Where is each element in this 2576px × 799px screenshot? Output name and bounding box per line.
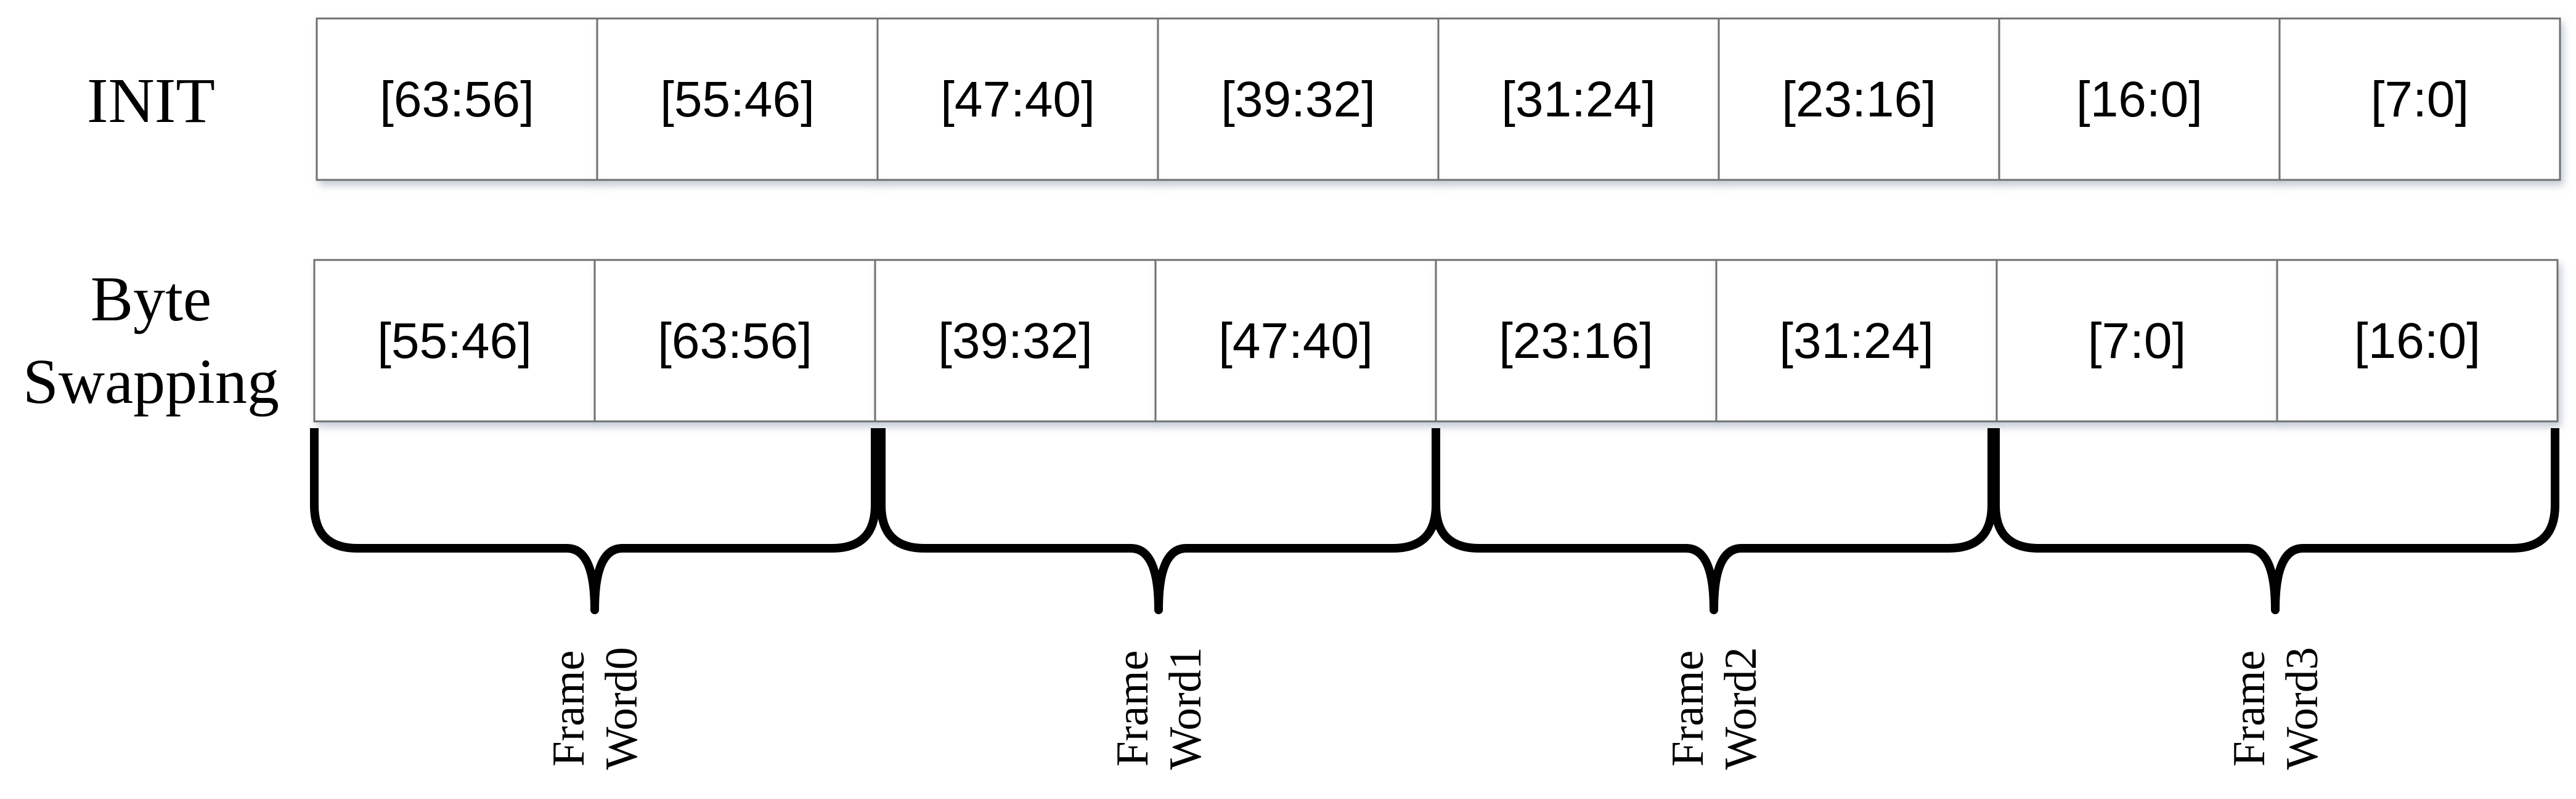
frame-word-labels: Frame Word0 Frame Word1 Frame Word2 Frame Word3 bbox=[544, 647, 2328, 770]
bit-field-box bbox=[1718, 17, 2000, 181]
bit-field-box bbox=[313, 259, 596, 423]
frame-word-label-line2: Word3 bbox=[2277, 647, 2328, 770]
frame-word-brace bbox=[310, 428, 879, 614]
bit-field-box bbox=[316, 17, 598, 181]
frame-word-label-line2: Word0 bbox=[597, 647, 647, 770]
frame-word-brace bbox=[1991, 428, 2559, 614]
bit-field-box bbox=[1437, 17, 1720, 181]
bit-field-box bbox=[876, 17, 1159, 181]
bit-field-cell: [55:46] bbox=[313, 259, 596, 423]
bit-range-label: [31:24] bbox=[1501, 71, 1656, 128]
frame-word-brace bbox=[1432, 428, 1996, 614]
bit-field-cell: [16:0] bbox=[1998, 17, 2281, 181]
bit-range-label: [31:24] bbox=[1779, 313, 1934, 369]
frame-word-label-line1: Frame bbox=[2224, 650, 2275, 766]
frame-word-label-line1: Frame bbox=[1663, 650, 1713, 766]
bit-range-label: [39:32] bbox=[938, 313, 1093, 369]
bit-range-label: [16:0] bbox=[2354, 313, 2480, 369]
bit-field-box bbox=[1715, 259, 1998, 423]
bit-range-label: [47:40] bbox=[940, 71, 1095, 128]
bit-range-label: [55:46] bbox=[377, 313, 532, 369]
bit-field-cell: [63:56] bbox=[316, 17, 598, 181]
frame-word-label: Frame Word0 bbox=[544, 647, 647, 770]
bit-field-box bbox=[1435, 259, 1718, 423]
bit-field-cell: [63:56] bbox=[593, 259, 876, 423]
bit-range-label: [63:56] bbox=[658, 313, 812, 369]
bit-range-label: [63:56] bbox=[380, 71, 534, 128]
bit-range-label: [23:16] bbox=[1782, 71, 1936, 128]
bit-field-cell: [31:24] bbox=[1715, 259, 1998, 423]
bit-field-cell: [47:40] bbox=[876, 17, 1159, 181]
bit-field-cell: [23:16] bbox=[1718, 17, 2000, 181]
bit-field-box bbox=[2278, 17, 2561, 181]
init-register-row: [63:56] [55:46] [47:40] [39:32] [31:24] [23:1… bbox=[316, 17, 2561, 181]
frame-word-braces bbox=[310, 428, 2559, 614]
row-label-byte-swapping-line1: Byte bbox=[91, 264, 211, 335]
frame-word-label-line1: Frame bbox=[544, 650, 594, 766]
bit-field-cell: [16:0] bbox=[2276, 259, 2559, 423]
bit-field-box bbox=[1998, 17, 2281, 181]
bit-field-cell: [7:0] bbox=[2278, 17, 2561, 181]
bit-range-label: [16:0] bbox=[2076, 71, 2203, 128]
frame-word-brace bbox=[877, 428, 1440, 614]
frame-word-label: Frame Word3 bbox=[2224, 647, 2328, 770]
frame-word-label: Frame Word2 bbox=[1663, 647, 1766, 770]
bit-field-cell: [31:24] bbox=[1437, 17, 1720, 181]
bit-range-label: [7:0] bbox=[2088, 313, 2187, 369]
bit-field-box bbox=[593, 259, 876, 423]
frame-word-label-line2: Word1 bbox=[1160, 647, 1211, 770]
bit-field-cell: [7:0] bbox=[1995, 259, 2278, 423]
bit-field-box bbox=[1154, 259, 1437, 423]
bit-range-label: [7:0] bbox=[2371, 71, 2469, 128]
bit-range-label: [55:46] bbox=[660, 71, 815, 128]
bit-field-cell: [47:40] bbox=[1154, 259, 1437, 423]
bit-range-label: [47:40] bbox=[1218, 313, 1373, 369]
byte-swapping-register-row: [55:46] [63:56] [39:32] [47:40] [23:16] [31:2… bbox=[313, 259, 2559, 423]
bit-field-box bbox=[2276, 259, 2559, 423]
row-label-byte-swapping-line2: Swapping bbox=[23, 346, 279, 417]
bit-field-box bbox=[1995, 259, 2278, 423]
bit-field-cell: [39:32] bbox=[1157, 17, 1440, 181]
bit-field-cell: [55:46] bbox=[596, 17, 879, 181]
frame-word-label: Frame Word1 bbox=[1107, 647, 1211, 770]
bit-field-box bbox=[596, 17, 879, 181]
bit-range-label: [39:32] bbox=[1221, 71, 1376, 128]
bit-range-label: [23:16] bbox=[1499, 313, 1653, 369]
bit-field-cell: [39:32] bbox=[874, 259, 1157, 423]
bit-field-cell: [23:16] bbox=[1435, 259, 1718, 423]
frame-word-label-line1: Frame bbox=[1107, 650, 1158, 766]
bit-field-box bbox=[1157, 17, 1440, 181]
frame-word-label-line2: Word2 bbox=[1716, 647, 1766, 770]
row-label-init: INIT bbox=[87, 65, 215, 136]
